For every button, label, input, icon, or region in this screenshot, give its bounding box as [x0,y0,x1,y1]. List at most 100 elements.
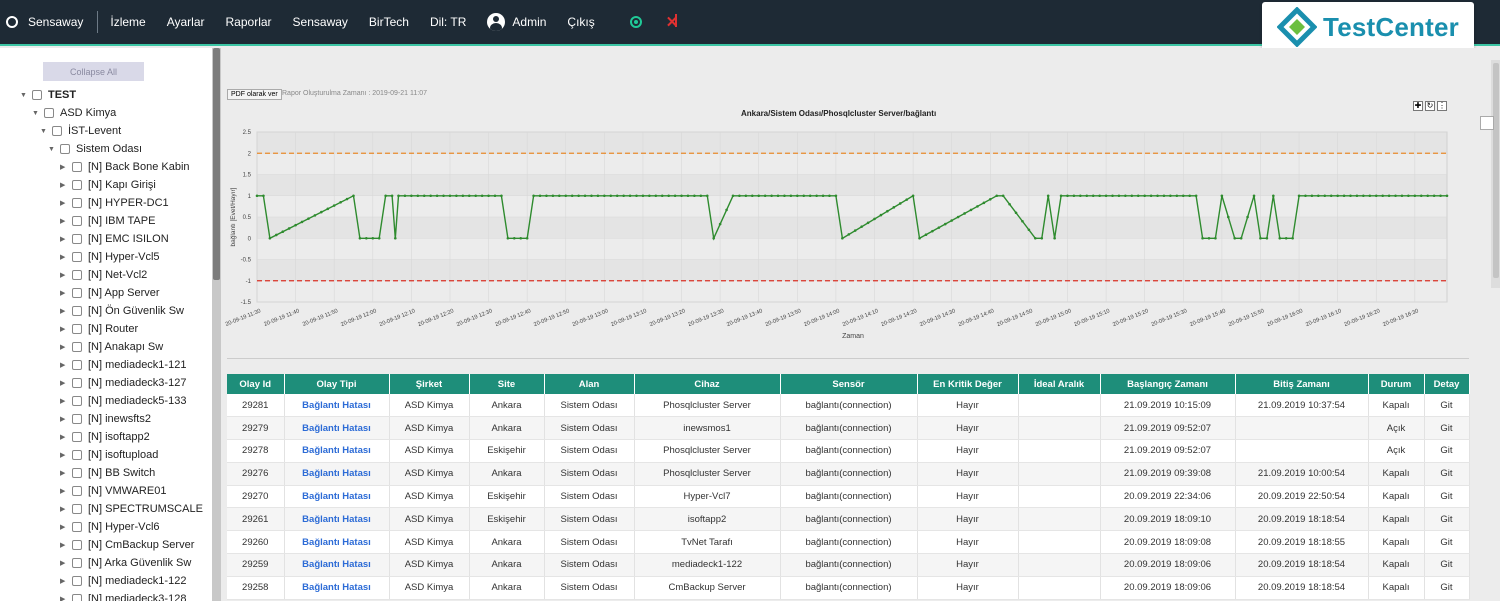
event-type-link[interactable]: Bağlantı Hatası [284,530,390,555]
tree-node[interactable]: ▼ ASD Kimya [32,104,116,122]
column-header[interactable]: Olay Tipi [284,374,390,394]
tree-checkbox[interactable] [72,234,82,244]
tree-node[interactable]: ▶ [N] Ön Güvenlik Sw [60,302,184,320]
error-x-icon[interactable]: ✕ [665,14,679,31]
collapsed-arrow-icon[interactable]: ▶ [60,416,66,423]
event-type-link[interactable]: Bağlantı Hatası [284,553,390,577]
tree-checkbox[interactable] [72,342,82,352]
detail-link[interactable]: Git [1424,485,1470,509]
collapsed-arrow-icon[interactable]: ▶ [60,200,66,207]
collapsed-arrow-icon[interactable]: ▶ [60,578,66,585]
nav-ayarlar[interactable]: Ayarlar [166,15,205,29]
event-type-link[interactable]: Bağlantı Hatası [284,439,390,463]
column-header[interactable]: İdeal Aralık [1018,374,1101,394]
tree-node[interactable]: ▶ [N] HYPER-DC1 [60,194,169,212]
collapsed-arrow-icon[interactable]: ▶ [60,488,66,495]
collapsed-arrow-icon[interactable]: ▶ [60,434,66,441]
table-row[interactable]: 29276 Bağlantı Hatası ASD Kimya Ankara Siste… [227,462,1470,486]
expand-arrow-icon[interactable]: ▼ [40,127,47,135]
expand-arrow-icon[interactable]: ▼ [48,145,55,153]
tree-checkbox[interactable] [72,162,82,172]
tree-checkbox[interactable] [72,522,82,532]
tree-checkbox[interactable] [72,216,82,226]
column-header[interactable]: Site [469,374,545,394]
tree-node[interactable]: ▶ [N] isoftapp2 [60,428,150,446]
pdf-export-button[interactable]: PDF olarak ver [227,89,282,100]
detail-link[interactable]: Git [1424,530,1470,555]
collapsed-arrow-icon[interactable]: ▶ [60,164,66,171]
nav-raporlar[interactable]: Raporlar [225,15,272,29]
detail-link[interactable]: Git [1424,507,1470,532]
table-row[interactable]: 29261 Bağlantı Hatası ASD Kimya Eskişehir Si… [227,507,1470,532]
connection-ok-icon[interactable] [629,16,642,28]
tree-node[interactable]: ▶ [N] Back Bone Kabin [60,158,190,176]
tree-node[interactable]: ▶ [N] isoftupload [60,446,158,464]
main-scroll-thumb[interactable] [1493,63,1499,278]
table-row[interactable]: 29281 Bağlantı Hatası ASD Kimya Ankara Siste… [227,394,1470,418]
nav-izleme[interactable]: İzleme [110,15,146,29]
column-header[interactable]: Alan [544,374,635,394]
collapsed-arrow-icon[interactable]: ▶ [60,506,66,513]
detail-link[interactable]: Git [1424,576,1470,600]
column-header[interactable]: Detay [1424,374,1470,394]
column-header[interactable]: En Kritik Değer [917,374,1019,394]
tree-node[interactable]: ▶ [N] Hyper-Vcl5 [60,248,160,266]
column-header[interactable]: Başlangıç Zamanı [1100,374,1236,394]
sidebar-scroll-thumb[interactable] [213,48,220,280]
collapsed-arrow-icon[interactable]: ▶ [60,560,66,567]
tree-checkbox[interactable] [72,450,82,460]
detail-link[interactable]: Git [1424,462,1470,486]
tree-node[interactable]: ▶ [N] App Server [60,284,160,302]
tree-checkbox[interactable] [72,396,82,406]
tree-node[interactable]: ▶ [N] mediadeck1-121 [60,356,186,374]
tree-node[interactable]: ▶ [N] CmBackup Server [60,536,194,554]
tree-node[interactable]: ▶ [N] Kapı Girişi [60,176,156,194]
collapsed-arrow-icon[interactable]: ▶ [60,452,66,459]
collapsed-arrow-icon[interactable]: ▶ [60,182,66,189]
collapsed-arrow-icon[interactable]: ▶ [60,254,66,261]
collapsed-arrow-icon[interactable]: ▶ [60,596,66,601]
tree-checkbox[interactable] [72,198,82,208]
collapsed-arrow-icon[interactable]: ▶ [60,344,66,351]
tree-node[interactable]: ▶ [N] EMC ISILON [60,230,169,248]
tree-node[interactable]: ▶ [N] IBM TAPE [60,212,155,230]
tree-checkbox[interactable] [72,252,82,262]
chart-menu-icon[interactable]: ⋮ [1437,101,1447,111]
column-header[interactable]: Durum [1368,374,1425,394]
collapsed-arrow-icon[interactable]: ▶ [60,290,66,297]
chart-pan-icon[interactable]: ✚ [1413,101,1423,111]
tree-checkbox[interactable] [32,90,42,100]
user-menu[interactable]: Admin [487,13,546,31]
tree-node[interactable]: ▼ TEST [20,86,76,104]
table-row[interactable]: 29278 Bağlantı Hatası ASD Kimya Eskişehir Si… [227,439,1470,463]
tree-node[interactable]: ▼ Sistem Odası [48,140,142,158]
collapsed-arrow-icon[interactable]: ▶ [60,308,66,315]
table-row[interactable]: 29258 Bağlantı Hatası ASD Kimya Ankara Siste… [227,576,1470,600]
detail-link[interactable]: Git [1424,439,1470,463]
collapsed-arrow-icon[interactable]: ▶ [60,380,66,387]
column-header[interactable]: Cihaz [634,374,781,394]
tree-node[interactable]: ▶ [N] mediadeck5-133 [60,392,186,410]
tree-checkbox[interactable] [72,540,82,550]
tree-node[interactable]: ▶ [N] BB Switch [60,464,155,482]
tree-node[interactable]: ▶ [N] SPECTRUMSCALE [60,500,203,518]
detail-link[interactable]: Git [1424,553,1470,577]
collapsed-arrow-icon[interactable]: ▶ [60,236,66,243]
table-row[interactable]: 29279 Bağlantı Hatası ASD Kimya Ankara Siste… [227,416,1470,441]
chart-reset-icon[interactable]: ↻ [1425,101,1435,111]
table-row[interactable]: 29270 Bağlantı Hatası ASD Kimya Eskişehir Si… [227,485,1470,509]
collapsed-arrow-icon[interactable]: ▶ [60,542,66,549]
tree-checkbox[interactable] [72,324,82,334]
collapse-all-button[interactable]: Collapse All [43,62,144,81]
column-header[interactable]: Olay Id [227,374,285,394]
tree-checkbox[interactable] [72,378,82,388]
expand-arrow-icon[interactable]: ▼ [32,109,39,117]
tree-checkbox[interactable] [60,144,70,154]
tree-checkbox[interactable] [72,558,82,568]
brand[interactable]: Sensaway [0,15,83,29]
detail-link[interactable]: Git [1424,394,1470,418]
tree-checkbox[interactable] [72,504,82,514]
tree-checkbox[interactable] [52,126,62,136]
tree-checkbox[interactable] [72,486,82,496]
event-type-link[interactable]: Bağlantı Hatası [284,507,390,532]
